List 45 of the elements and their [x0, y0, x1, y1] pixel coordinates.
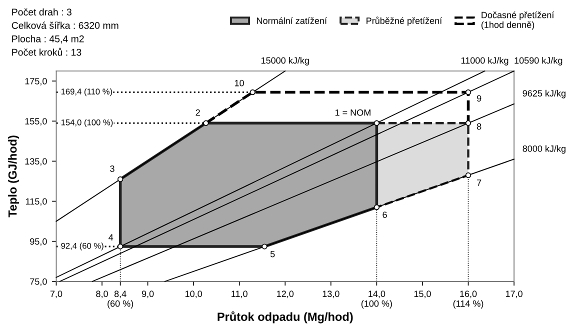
legend-label: Dočasné přetížení (1hod denně) [481, 11, 554, 30]
y-tick-label: 135,0 [25, 158, 47, 166]
ref-line-label: 154,0 (100 %) [61, 119, 113, 127]
series-label: 10590 kJ/kg [514, 57, 562, 66]
x-tick-label: 11,0 [232, 290, 248, 298]
x-tick-label: 14,0 (100 %) [361, 290, 392, 309]
text: Počet kroků : 13 [12, 48, 82, 56]
annotation: 2 [196, 109, 200, 116]
text: Plocha : 45,4 m2 [12, 35, 84, 44]
x-tick-label: 13,0 [322, 290, 340, 298]
series-label: 15000 kJ/kg [261, 57, 309, 66]
series-label: 9625 kJ/kg [522, 90, 566, 98]
x-tick-label: 17,0 [506, 290, 522, 298]
annotation: 9 [477, 95, 482, 102]
x-tick-label: 10,0 [185, 290, 202, 298]
annotation: 4 [108, 234, 114, 240]
annotation: 3 [110, 165, 114, 172]
x-tick-label: 7,0 [50, 290, 62, 298]
text: Celková šířka : 6320 mm [12, 22, 118, 29]
y-tick-label: 75,0 [30, 278, 47, 286]
x-tick-label: 12,0 [277, 290, 294, 298]
annotation: 5 [270, 250, 275, 258]
x-tick-label: 8,4 (60 %) [108, 290, 134, 309]
y-tick-label: 95,0 [30, 238, 47, 246]
y-axis-title: Teplo (GJ/hod) [8, 136, 20, 218]
x-tick-label: 15,0 [414, 290, 431, 298]
legend-label: Normální zatížení [257, 17, 327, 24]
x-axis-title: Průtok odpadu (Mg/hod) [218, 311, 353, 324]
y-tick-label: 115,0 [26, 198, 47, 206]
annotation: 6 [382, 212, 387, 218]
series-label: 8000 kJ/kg [522, 145, 566, 154]
annotation: 8 [476, 123, 482, 130]
text: Počet drah : 3 [12, 8, 72, 16]
ref-line-label: 169,4 (110 %) [61, 88, 112, 96]
annotation: 7 [477, 180, 482, 186]
legend-label: Průběžné přetížení [366, 16, 442, 26]
x-tick-label: 8,0 [96, 290, 108, 298]
annotation: 10 [234, 80, 244, 86]
annotation: 1 = NOM [335, 109, 370, 116]
x-tick-label: 9,0 [142, 290, 154, 298]
series-label: 11000 kJ/kg [461, 57, 508, 66]
x-tick-label: 16,0 (114 %) [453, 290, 484, 309]
ref-line-label: 92,4 (60 %) [61, 242, 104, 250]
y-tick-label: 175,0 [25, 78, 47, 86]
y-tick-label: 155,0 [25, 118, 47, 126]
